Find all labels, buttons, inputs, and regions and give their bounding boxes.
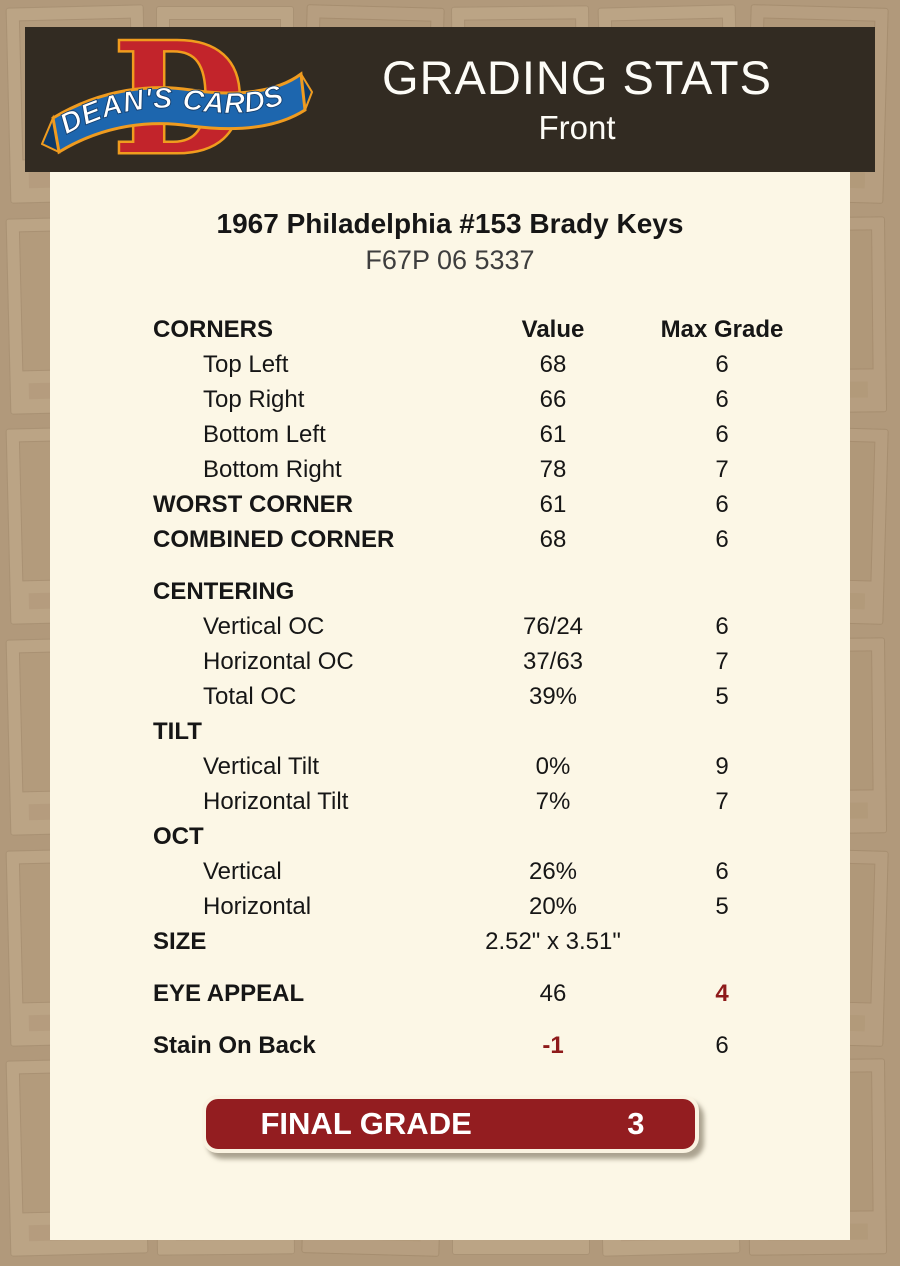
row-max-grade: 7 — [715, 647, 729, 675]
row-label: Horizontal OC — [203, 647, 354, 675]
row-label: Total OC — [203, 682, 297, 710]
row-value: 7% — [535, 787, 571, 815]
row-label: Horizontal Tilt — [203, 787, 349, 815]
row-value: 61 — [539, 490, 567, 518]
stats-panel: 1967 Philadelphia #153 Brady Keys F67P 0… — [50, 172, 850, 1240]
row-max-grade: 9 — [715, 752, 729, 780]
row-label: Vertical Tilt — [203, 752, 320, 780]
table-row: Vertical 26% 6 — [50, 854, 850, 889]
table-row: Vertical OC 76/24 6 — [50, 609, 850, 644]
column-header-value: Value — [521, 315, 585, 343]
page-title: GRADING STATS — [382, 50, 772, 104]
row-value: 68 — [539, 525, 567, 553]
row-value: 2.52" x 3.51" — [485, 927, 621, 955]
row-max-grade: 6 — [715, 385, 729, 413]
section-oct: OCT — [153, 822, 204, 850]
row-value: 68 — [539, 350, 567, 378]
final-grade-label: FINAL GRADE — [260, 1106, 472, 1141]
logo-ribbon — [51, 70, 307, 154]
section-corners: CORNERS — [153, 315, 274, 343]
row-label: WORST CORNER — [153, 490, 353, 518]
row-max-grade: 6 — [715, 420, 729, 448]
table-row: Vertical Tilt 0% 9 — [50, 749, 850, 784]
table-row: Horizontal OC 37/63 7 — [50, 644, 850, 679]
row-label: Top Right — [203, 385, 305, 413]
section-centering: CENTERING — [153, 577, 295, 605]
row-value: 26% — [528, 857, 578, 885]
row-label-stain-on-back: Stain On Back — [153, 1031, 316, 1059]
row-label: Vertical — [203, 857, 282, 885]
card-title: 1967 Philadelphia #153 Brady Keys — [216, 208, 684, 239]
row-label: Bottom Left — [203, 420, 326, 448]
table-row: Stain On Back -1 6 — [50, 1028, 850, 1063]
table-row: EYE APPEAL 46 4 — [50, 976, 850, 1011]
header-band: D DEAN'S CARDS GRADING STATS Front — [25, 27, 875, 172]
row-max-grade: 6 — [715, 490, 729, 518]
final-grade-button[interactable]: FINAL GRADE 3 — [201, 1095, 699, 1153]
section-size: SIZE — [153, 927, 207, 955]
row-label-eye-appeal: EYE APPEAL — [153, 979, 305, 1007]
table-row: Horizontal Tilt 7% 7 — [50, 784, 850, 819]
table-row: Horizontal 20% 5 — [50, 889, 850, 924]
card-serial-number: F67P 06 5337 — [365, 245, 535, 275]
header-text-block: GRADING STATS Front — [313, 50, 875, 148]
section-tilt: TILT — [153, 717, 202, 745]
row-max-grade: 6 — [715, 350, 729, 378]
row-max-grade: 4 — [715, 979, 729, 1007]
row-max-grade: 7 — [715, 455, 729, 483]
table-row: Total OC 39% 5 — [50, 679, 850, 714]
column-header-max-grade: Max Grade — [660, 315, 784, 343]
row-max-grade: 6 — [715, 857, 729, 885]
row-max-grade: 5 — [715, 682, 729, 710]
grades-table: CORNERS Value Max Grade Top Left 68 6 To… — [50, 312, 850, 1063]
row-value: 0% — [535, 752, 571, 780]
row-max-grade: 6 — [715, 612, 729, 640]
row-value: 39% — [528, 682, 578, 710]
table-row: COMBINED CORNER 68 6 — [50, 522, 850, 557]
row-value: 61 — [539, 420, 567, 448]
row-label: Vertical OC — [203, 612, 325, 640]
row-max-grade: 7 — [715, 787, 729, 815]
row-label: Bottom Right — [203, 455, 342, 483]
row-label: Top Left — [203, 350, 289, 378]
row-value: -1 — [542, 1031, 564, 1059]
table-row: WORST CORNER 61 6 — [50, 487, 850, 522]
table-row: TILT — [50, 714, 850, 749]
table-row: Bottom Right 78 7 — [50, 452, 850, 487]
row-max-grade: 6 — [715, 525, 729, 553]
row-label: Horizontal — [203, 892, 312, 920]
table-header-row: CORNERS Value Max Grade — [50, 312, 850, 347]
row-value: 78 — [539, 455, 567, 483]
row-label: COMBINED CORNER — [153, 525, 395, 553]
row-value: 20% — [528, 892, 578, 920]
row-value: 76/24 — [522, 612, 584, 640]
table-row: Top Right 66 6 — [50, 382, 850, 417]
table-row: Bottom Left 61 6 — [50, 417, 850, 452]
deans-cards-logo: D DEAN'S CARDS — [41, 30, 313, 170]
row-max-grade: 6 — [715, 1031, 729, 1059]
row-value: 46 — [539, 979, 567, 1007]
row-value: 37/63 — [522, 647, 584, 675]
row-max-grade: 5 — [715, 892, 729, 920]
row-value: 66 — [539, 385, 567, 413]
final-grade-value: 3 — [627, 1106, 645, 1141]
table-row: CENTERING — [50, 574, 850, 609]
table-row: Top Left 68 6 — [50, 347, 850, 382]
page-subtitle: Front — [538, 109, 616, 147]
table-row: OCT — [50, 819, 850, 854]
table-row: SIZE 2.52" x 3.51" — [50, 924, 850, 959]
